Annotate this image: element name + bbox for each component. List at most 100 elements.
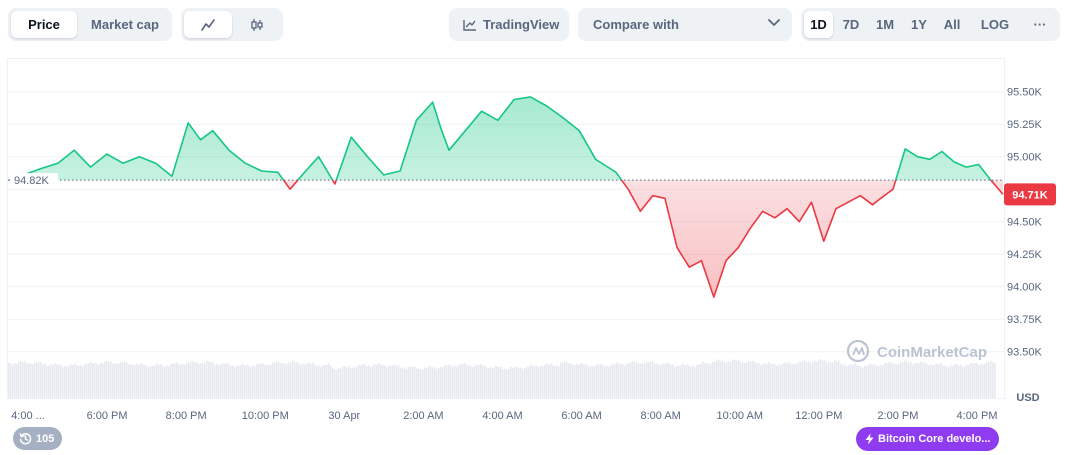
compare-label: Compare with bbox=[593, 17, 679, 32]
y-tick-label: 94.50K bbox=[1007, 217, 1043, 229]
volume-bar bbox=[584, 364, 586, 398]
volume-bar bbox=[144, 365, 146, 398]
volume-bar bbox=[708, 363, 710, 398]
volume-bar bbox=[60, 365, 62, 398]
volume-bar bbox=[154, 365, 156, 398]
more-options-button[interactable]: ··· bbox=[1033, 17, 1047, 32]
range-all[interactable]: All bbox=[943, 17, 961, 32]
volume-bar bbox=[664, 364, 666, 398]
volume-bar bbox=[626, 363, 628, 398]
volume-bar bbox=[662, 363, 664, 398]
volume-bar bbox=[690, 367, 692, 398]
volume-bar bbox=[328, 363, 330, 398]
volume-bar bbox=[32, 364, 34, 398]
volume-bar bbox=[934, 364, 936, 398]
volume-bar bbox=[252, 365, 254, 398]
compare-select[interactable]: Compare with bbox=[578, 8, 792, 41]
x-tick-label: 8:00 AM bbox=[640, 410, 680, 422]
volume-bar bbox=[220, 364, 222, 398]
line-chart-button[interactable] bbox=[184, 11, 232, 38]
volume-bar bbox=[42, 364, 44, 398]
volume-bar bbox=[580, 362, 582, 398]
volume-bar bbox=[148, 367, 150, 398]
volume-bar bbox=[658, 364, 660, 398]
tradingview-button[interactable]: TradingView bbox=[449, 8, 569, 41]
log-toggle[interactable]: LOG bbox=[980, 17, 1010, 32]
volume-bar bbox=[898, 363, 900, 398]
volume-bar bbox=[964, 366, 966, 398]
volume-bar bbox=[624, 365, 626, 398]
volume-bar bbox=[170, 364, 172, 398]
volume-bar bbox=[40, 362, 42, 398]
volume-bar bbox=[946, 366, 948, 398]
tab-price[interactable]: Price bbox=[11, 11, 77, 38]
volume-bar bbox=[18, 361, 20, 398]
y-tick-label: 95.25K bbox=[1007, 119, 1043, 131]
volume-bar bbox=[966, 365, 968, 398]
volume-bar bbox=[722, 360, 724, 398]
range-1d[interactable]: 1D bbox=[804, 11, 833, 38]
volume-bar bbox=[750, 361, 752, 398]
volume-bar bbox=[314, 364, 316, 398]
volume-bar bbox=[970, 362, 972, 398]
events-count-badge[interactable]: 105 bbox=[13, 427, 62, 450]
volume-bar bbox=[644, 363, 646, 398]
volume-bar bbox=[524, 367, 526, 398]
volume-bar bbox=[814, 360, 816, 398]
volume-bar bbox=[300, 364, 302, 398]
volume-bar bbox=[266, 364, 268, 398]
volume-bar bbox=[880, 365, 882, 398]
volume-bar bbox=[374, 364, 376, 398]
volume-bar bbox=[398, 365, 400, 398]
volume-bar bbox=[238, 365, 240, 398]
volume-bar bbox=[518, 368, 520, 398]
volume-bar bbox=[876, 366, 878, 398]
volume-bar bbox=[820, 359, 822, 398]
volume-bar bbox=[226, 362, 228, 398]
volume-bar bbox=[958, 365, 960, 398]
volume-bar bbox=[760, 365, 762, 398]
volume-bar bbox=[250, 367, 252, 398]
volume-bar bbox=[26, 363, 28, 398]
volume-bar bbox=[824, 360, 826, 398]
volume-bar bbox=[862, 367, 864, 398]
range-1y[interactable]: 1Y bbox=[911, 17, 927, 32]
volume-bar bbox=[180, 363, 182, 398]
volume-bar bbox=[990, 360, 992, 398]
volume-bar bbox=[296, 362, 298, 398]
volume-bar bbox=[472, 367, 474, 398]
volume-bar bbox=[8, 362, 10, 398]
candlestick-button[interactable] bbox=[233, 11, 280, 38]
volume-bar bbox=[606, 365, 608, 398]
volume-bar bbox=[492, 368, 494, 398]
volume-bar bbox=[806, 361, 808, 398]
volume-bar bbox=[638, 363, 640, 398]
volume-bar bbox=[612, 364, 614, 398]
volume-bar bbox=[566, 361, 568, 398]
volume-bar bbox=[672, 364, 674, 398]
volume-bar bbox=[950, 365, 952, 398]
tab-market-cap[interactable]: Market cap bbox=[91, 17, 159, 32]
volume-bar bbox=[836, 361, 838, 398]
news-event-badge[interactable]: Bitcoin Core develo... bbox=[856, 427, 999, 451]
volume-bar bbox=[406, 368, 408, 398]
volume-bar bbox=[456, 366, 458, 398]
volume-bar bbox=[178, 364, 180, 398]
volume-bar bbox=[284, 364, 286, 398]
volume-bar bbox=[944, 365, 946, 398]
watermark-text: CoinMarketCap bbox=[877, 344, 987, 361]
volume-bar bbox=[334, 369, 336, 398]
volume-bar bbox=[294, 361, 296, 398]
volume-bar bbox=[622, 364, 624, 398]
volume-bar bbox=[478, 364, 480, 398]
volume-bar bbox=[702, 361, 704, 398]
price-area bbox=[9, 96, 1003, 298]
volume-bar bbox=[36, 362, 38, 398]
volume-bar bbox=[380, 364, 382, 398]
volume-bar bbox=[326, 364, 328, 398]
range-7d[interactable]: 7D bbox=[842, 17, 860, 32]
volume-bar bbox=[616, 362, 618, 398]
range-1m[interactable]: 1M bbox=[875, 17, 895, 32]
y-tick-label: 94.25K bbox=[1007, 249, 1043, 261]
volume-bar bbox=[68, 365, 70, 398]
